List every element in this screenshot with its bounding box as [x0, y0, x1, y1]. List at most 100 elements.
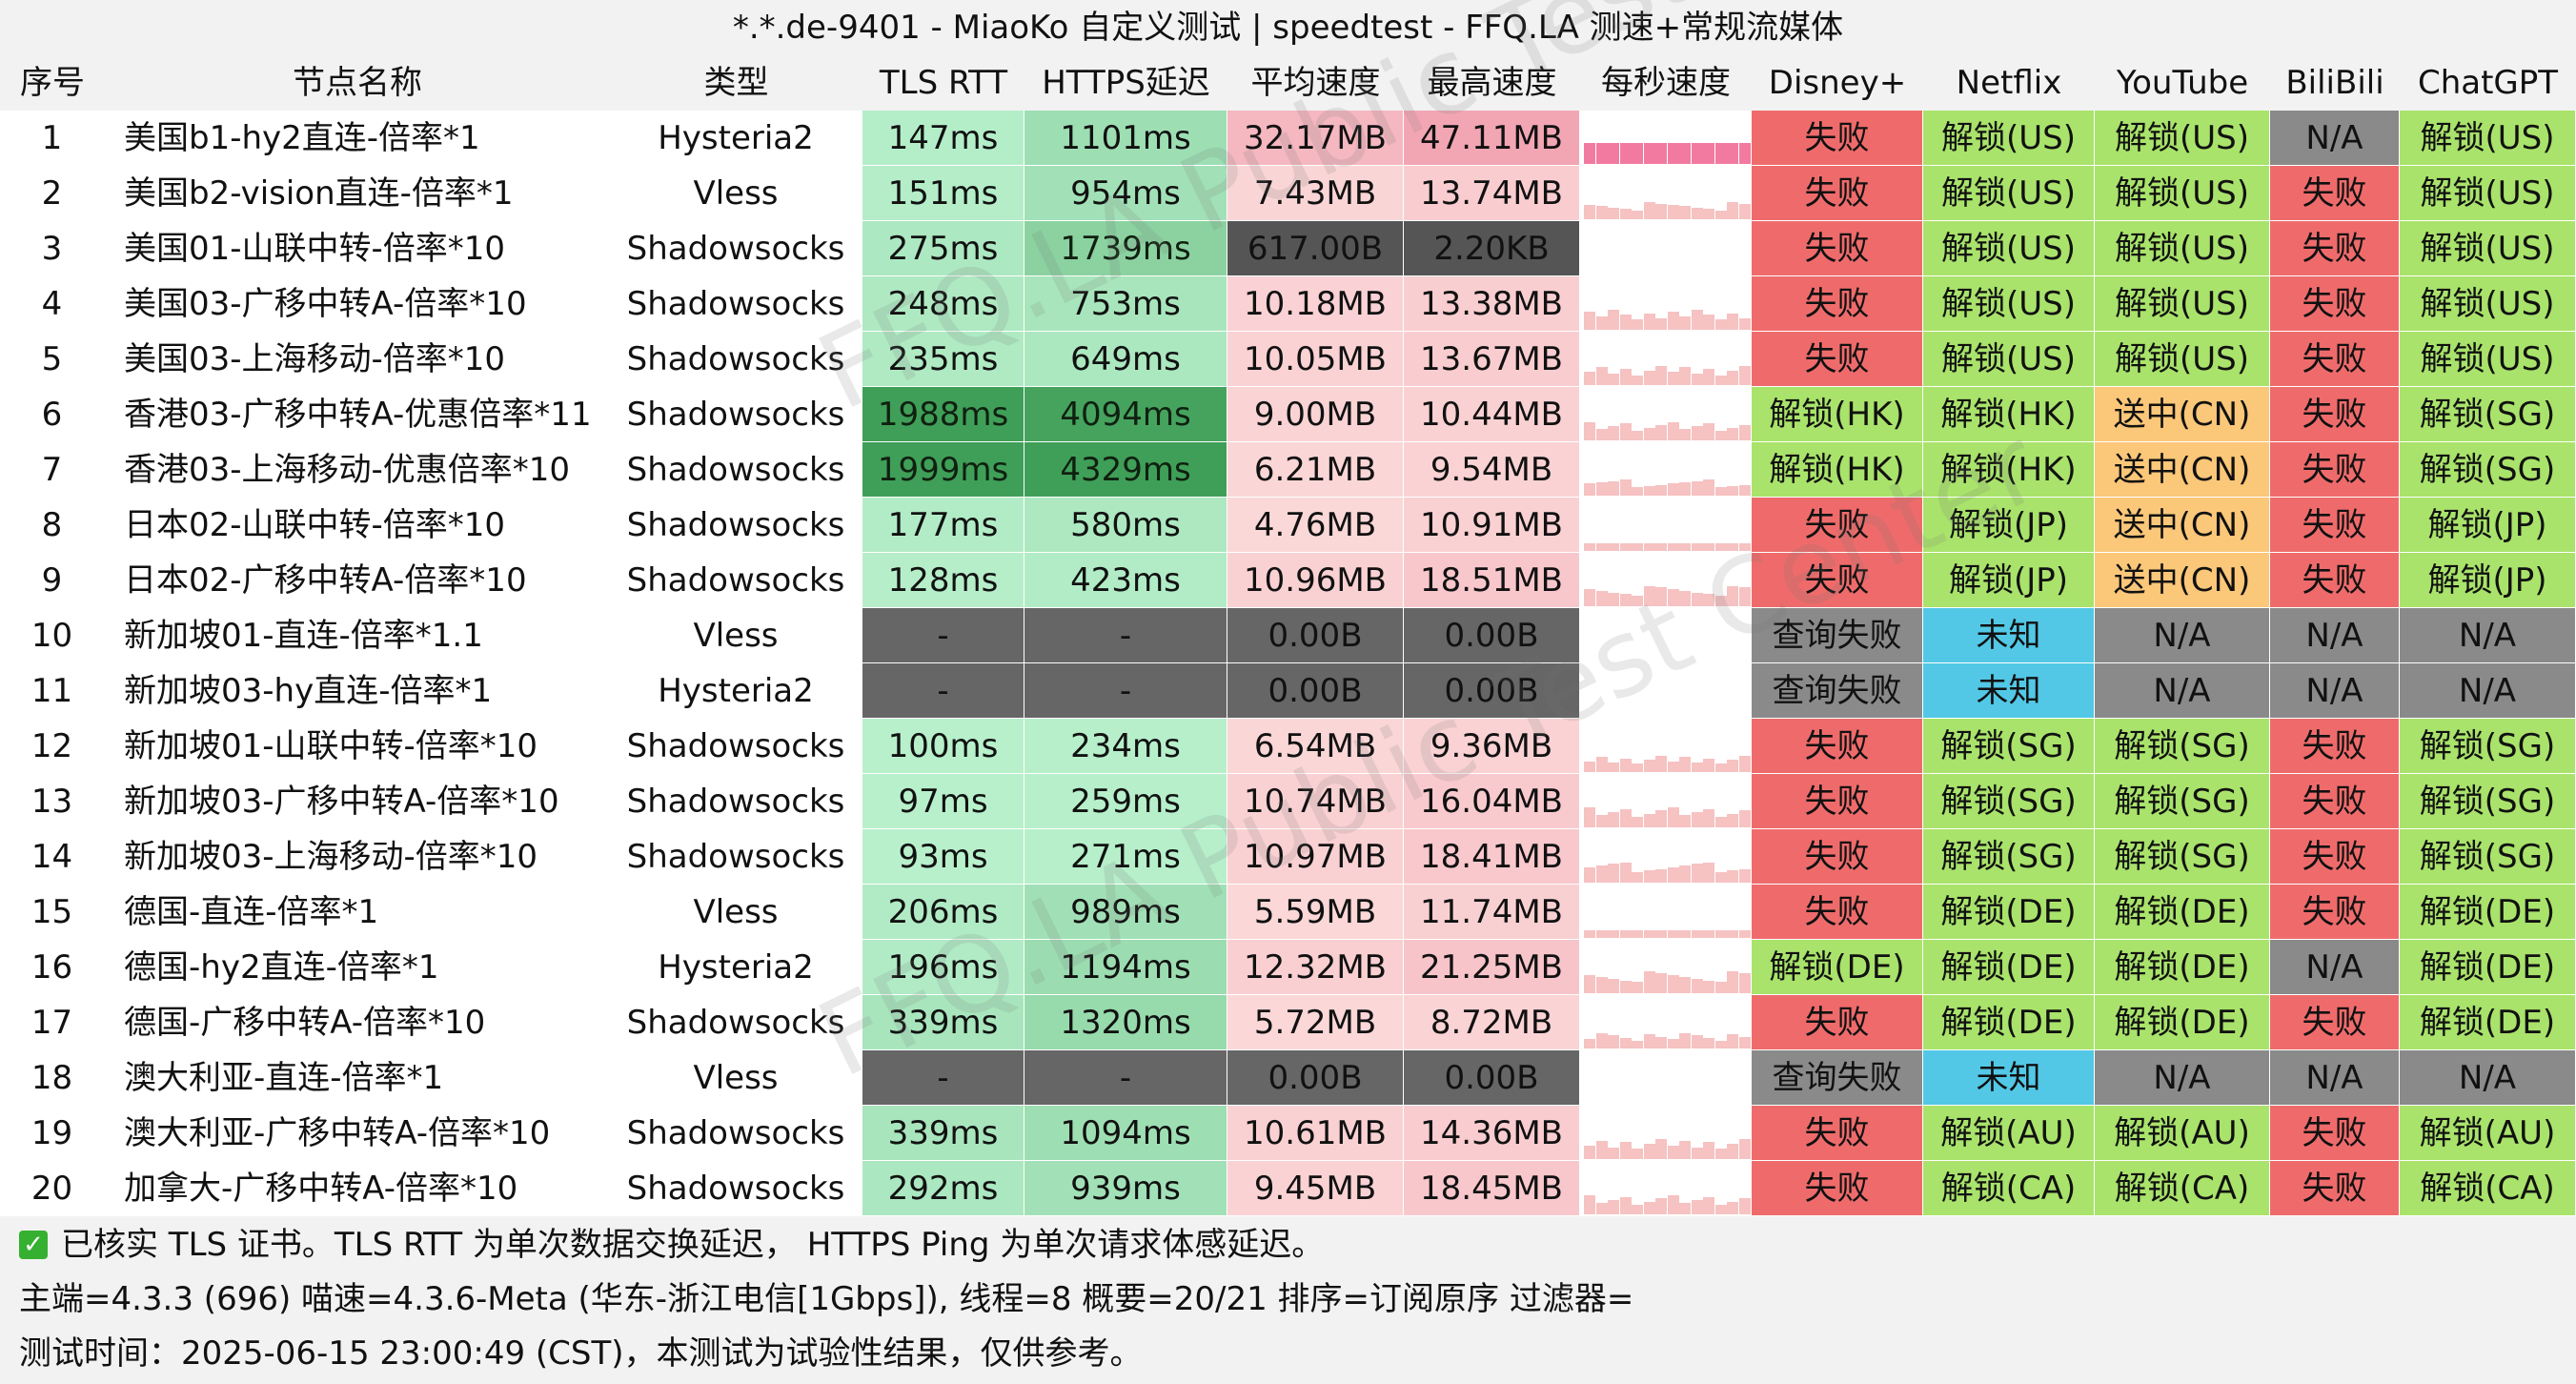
table-row[interactable]: 8 日本02-山联中转-倍率*10 Shadowsocks 177ms 580ms 4.7… [0, 498, 2576, 553]
header-avg-speed[interactable]: 平均速度 [1227, 55, 1404, 111]
per-second-speed-cell [1580, 663, 1752, 719]
chatgpt-cell: N/A [2400, 663, 2576, 719]
header-disney[interactable]: Disney+ [1752, 55, 1923, 111]
bilibili-cell: 失败 [2270, 995, 2400, 1050]
speed-bar [1703, 543, 1714, 551]
speed-bar [1643, 143, 1655, 164]
table-row[interactable]: 16 德国-hy2直连-倍率*1 Hysteria2 196ms 1194ms 12.32… [0, 940, 2576, 995]
table-row[interactable]: 6 香港03-广移中转A-优惠倍率*11 Shadowsocks 1988ms 4094… [0, 387, 2576, 442]
speed-bar [1679, 1203, 1691, 1214]
speed-bar [1679, 482, 1691, 496]
table-row[interactable]: 17 德国-广移中转A-倍率*10 Shadowsocks 339ms 1320ms 5.… [0, 995, 2576, 1050]
header-https-delay[interactable]: HTTPS延迟 [1024, 55, 1227, 111]
speed-bar [1643, 314, 1655, 330]
header-per-second-speed[interactable]: 每秒速度 [1580, 55, 1752, 111]
table-row[interactable]: 7 香港03-上海移动-优惠倍率*10 Shadowsocks 1999ms 4329m… [0, 442, 2576, 498]
table-row[interactable]: 20 加拿大-广移中转A-倍率*10 Shadowsocks 292ms 939ms 9.… [0, 1161, 2576, 1216]
index-cell: 1 [0, 111, 105, 166]
speed-bar [1619, 423, 1632, 440]
speed-bar [1738, 973, 1751, 993]
header-bilibili[interactable]: BiliBili [2270, 55, 2400, 111]
disney-cell: 失败 [1752, 885, 1923, 940]
tls-note-line: ✓ 已核实 TLS 证书。TLS RTT 为单次数据交换延迟， HTTPS Pin… [0, 1218, 2576, 1272]
header-tls-rtt[interactable]: TLS RTT [862, 55, 1024, 111]
bilibili-cell: 失败 [2270, 498, 2400, 553]
table-row[interactable]: 15 德国-直连-倍率*1 Vless 206ms 989ms 5.59MB 11.74MB… [0, 885, 2576, 940]
per-second-speed-cell [1580, 1161, 1752, 1216]
netflix-cell: 解锁(JP) [1923, 498, 2095, 553]
window-title: *.*.de-9401 - MiaoKo 自定义测试 | speedtest -… [0, 0, 2576, 55]
table-row[interactable]: 12 新加坡01-山联中转-倍率*10 Shadowsocks 100ms 234ms 6… [0, 719, 2576, 774]
header-max-speed[interactable]: 最高速度 [1404, 55, 1580, 111]
netflix-cell: 解锁(US) [1923, 111, 2095, 166]
disney-cell: 失败 [1752, 221, 1923, 276]
node-name-cell: 新加坡03-上海移动-倍率*10 [105, 829, 610, 885]
https-delay-cell: 1739ms [1024, 221, 1227, 276]
youtube-cell: 送中(CN) [2095, 442, 2270, 498]
header-chatgpt[interactable]: ChatGPT [2400, 55, 2576, 111]
table-row[interactable]: 13 新加坡03-广移中转A-倍率*10 Shadowsocks 97ms 259ms 1… [0, 774, 2576, 829]
header-youtube[interactable]: YouTube [2095, 55, 2270, 111]
speed-bar [1619, 369, 1632, 385]
header-netflix[interactable]: Netflix [1923, 55, 2095, 111]
speed-bar [1655, 756, 1667, 772]
speed-bar [1703, 479, 1714, 496]
speed-bar [1714, 1205, 1727, 1214]
speed-bar [1679, 977, 1691, 993]
netflix-cell: 解锁(SG) [1923, 774, 2095, 829]
table-row[interactable]: 9 日本02-广移中转A-倍率*10 Shadowsocks 128ms 423ms 10… [0, 553, 2576, 608]
speed-bar [1619, 863, 1632, 883]
header-index[interactable]: 序号 [0, 55, 105, 111]
per-second-speed-cell [1580, 1050, 1752, 1106]
speed-bar [1714, 1041, 1727, 1048]
node-name-cell: 新加坡03-hy直连-倍率*1 [105, 663, 610, 719]
table-row[interactable]: 3 美国01-山联中转-倍率*10 Shadowsocks 275ms 1739ms 61… [0, 221, 2576, 276]
table-row[interactable]: 2 美国b2-vision直连-倍率*1 Vless 151ms 954ms 7.43MB… [0, 166, 2576, 221]
table-row[interactable]: 1 美国b1-hy2直连-倍率*1 Hysteria2 147ms 1101ms 32.1… [0, 111, 2576, 166]
max-speed-cell: 10.44MB [1404, 387, 1580, 442]
speed-bar [1691, 1200, 1703, 1214]
table-row[interactable]: 19 澳大利亚-广移中转A-倍率*10 Shadowsocks 339ms 1094ms… [0, 1106, 2576, 1161]
bilibili-cell: 失败 [2270, 332, 2400, 387]
avg-speed-cell: 0.00B [1227, 608, 1404, 663]
type-cell: Shadowsocks [610, 774, 862, 829]
speed-bar [1727, 760, 1738, 772]
speed-bar [1727, 143, 1738, 164]
speed-bar [1727, 1034, 1738, 1048]
table-row[interactable]: 5 美国03-上海移动-倍率*10 Shadowsocks 235ms 649ms 10.… [0, 332, 2576, 387]
youtube-cell: 解锁(SG) [2095, 774, 2270, 829]
speed-bar [1608, 1035, 1619, 1048]
speed-bar [1643, 930, 1655, 938]
speed-bar [1595, 591, 1608, 606]
speed-bar [1679, 591, 1691, 606]
table-row[interactable]: 18 澳大利亚-直连-倍率*1 Vless - -0.00B 0.00B 查询失败 未知 N/A… [0, 1050, 2576, 1106]
chatgpt-cell: 解锁(US) [2400, 221, 2576, 276]
youtube-cell: 解锁(US) [2095, 276, 2270, 332]
type-cell: Shadowsocks [610, 332, 862, 387]
header-node-name[interactable]: 节点名称 [105, 55, 610, 111]
speed-bar [1727, 486, 1738, 496]
table-row[interactable]: 14 新加坡03-上海移动-倍率*10 Shadowsocks 93ms 271ms 10… [0, 829, 2576, 885]
speed-bar [1619, 981, 1632, 993]
youtube-cell: 解锁(US) [2095, 221, 2270, 276]
netflix-cell: 解锁(SG) [1923, 829, 2095, 885]
header-type[interactable]: 类型 [610, 55, 862, 111]
speed-bar [1595, 865, 1608, 883]
netflix-cell: 解锁(JP) [1923, 553, 2095, 608]
netflix-cell: 解锁(HK) [1923, 387, 2095, 442]
table-row[interactable]: 11 新加坡03-hy直连-倍率*1 Hysteria2- -0.00B 0.00B 查询… [0, 663, 2576, 719]
speed-bar [1643, 486, 1655, 496]
speed-bar [1632, 143, 1643, 164]
avg-speed-cell: 10.18MB [1227, 276, 1404, 332]
speed-bar [1655, 1198, 1667, 1214]
table-row[interactable]: 10 新加坡01-直连-倍率*1.1 Vless - -0.00B 0.00B 查询失败 未知… [0, 608, 2576, 663]
speed-bar [1632, 376, 1643, 385]
max-speed-cell: 18.45MB [1404, 1161, 1580, 1216]
type-cell: Shadowsocks [610, 829, 862, 885]
speed-bar [1608, 310, 1619, 330]
max-speed-cell: 18.41MB [1404, 829, 1580, 885]
table-row[interactable]: 4 美国03-广移中转A-倍率*10 Shadowsocks 248ms 753ms 10… [0, 276, 2576, 332]
speed-bar [1679, 316, 1691, 330]
speed-bar [1679, 429, 1691, 440]
bilibili-cell: 失败 [2270, 885, 2400, 940]
